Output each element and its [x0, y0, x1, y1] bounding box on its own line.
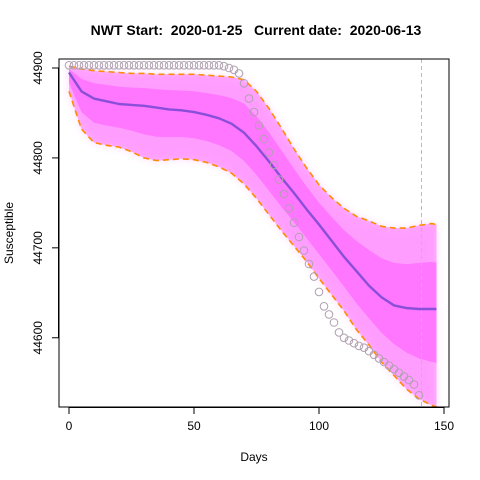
observed-point [219, 61, 229, 71]
x-axis-label: Days [240, 450, 267, 464]
x-tick-label: 0 [66, 419, 73, 433]
observed-point [119, 61, 129, 70]
observed-point [404, 375, 414, 385]
observed-point [284, 204, 294, 213]
observed-point [224, 63, 234, 73]
observed-point [84, 61, 94, 70]
observed-point [294, 232, 304, 242]
axes: 0 50 100 150 44600 44700 44800 44900 [31, 51, 454, 433]
observed-point [169, 61, 179, 70]
observed-point [309, 272, 319, 281]
observed-point [234, 69, 244, 78]
observed-point [129, 61, 139, 70]
observed-point [249, 107, 259, 117]
observed-point [109, 61, 119, 70]
y-tick-label: 44600 [31, 321, 45, 355]
observed-point [114, 61, 124, 70]
observed-point [69, 61, 79, 70]
observed-point [214, 61, 224, 70]
observed-point [264, 148, 274, 157]
observed-point [134, 61, 144, 70]
cloud-core [69, 69, 437, 363]
observed-point [269, 160, 279, 170]
observed-point [334, 328, 344, 337]
observed-point [204, 61, 214, 70]
observed-point [74, 61, 84, 70]
observed-point [259, 134, 269, 144]
observed-point [409, 380, 419, 389]
observed-point [164, 61, 174, 70]
observed-point [194, 61, 204, 70]
observed-point [99, 61, 109, 70]
observed-point [254, 121, 264, 130]
observed-point [354, 341, 364, 351]
observed-point [274, 175, 284, 184]
y-tick-label: 44800 [31, 141, 45, 175]
observed-point [154, 61, 164, 70]
observed-point [209, 61, 219, 70]
observed-point [94, 61, 104, 70]
observed-point [279, 189, 289, 199]
observed-point [79, 61, 89, 70]
observed-point [304, 259, 314, 269]
observed-point [144, 61, 154, 70]
x-tick-label: 100 [309, 419, 329, 433]
observed-point [339, 333, 349, 343]
observed-point [289, 218, 299, 227]
observed-point [149, 61, 159, 70]
observed-point [189, 61, 199, 70]
y-tick-label: 44700 [31, 231, 45, 265]
observed-point [244, 94, 254, 103]
observed-point [159, 61, 169, 70]
lower-band-line [68, 91, 437, 407]
observed-point [314, 287, 324, 297]
observed-point [344, 336, 354, 345]
observed-point [329, 318, 339, 327]
data-layer [64, 59, 437, 407]
observed-point [319, 302, 329, 311]
y-tick-label: 44900 [31, 51, 45, 85]
observed-point [324, 310, 334, 319]
upper-band-line [68, 65, 437, 229]
y-axis-label: Susceptible [2, 202, 16, 264]
observed-point [414, 391, 424, 400]
observed-point [349, 338, 359, 348]
observed-point [64, 61, 74, 70]
cloud-band [69, 66, 437, 407]
observed-point [89, 61, 99, 70]
simulation-cloud [69, 66, 437, 407]
observed-point [179, 61, 189, 70]
x-tick-label: 150 [434, 419, 454, 433]
x-tick-label: 50 [187, 419, 201, 433]
observed-point [184, 61, 194, 70]
observed-point [139, 61, 149, 70]
observed-point [299, 246, 309, 255]
observed-point [199, 61, 209, 70]
median-line [67, 71, 437, 311]
observed-point [104, 61, 114, 70]
observed-point [174, 61, 184, 70]
chart-title: NWT Start: 2020-01-25 Current date: 2020… [91, 22, 422, 38]
observed-point [124, 61, 134, 70]
cloud-halo [69, 66, 437, 407]
observed-point [239, 79, 249, 88]
